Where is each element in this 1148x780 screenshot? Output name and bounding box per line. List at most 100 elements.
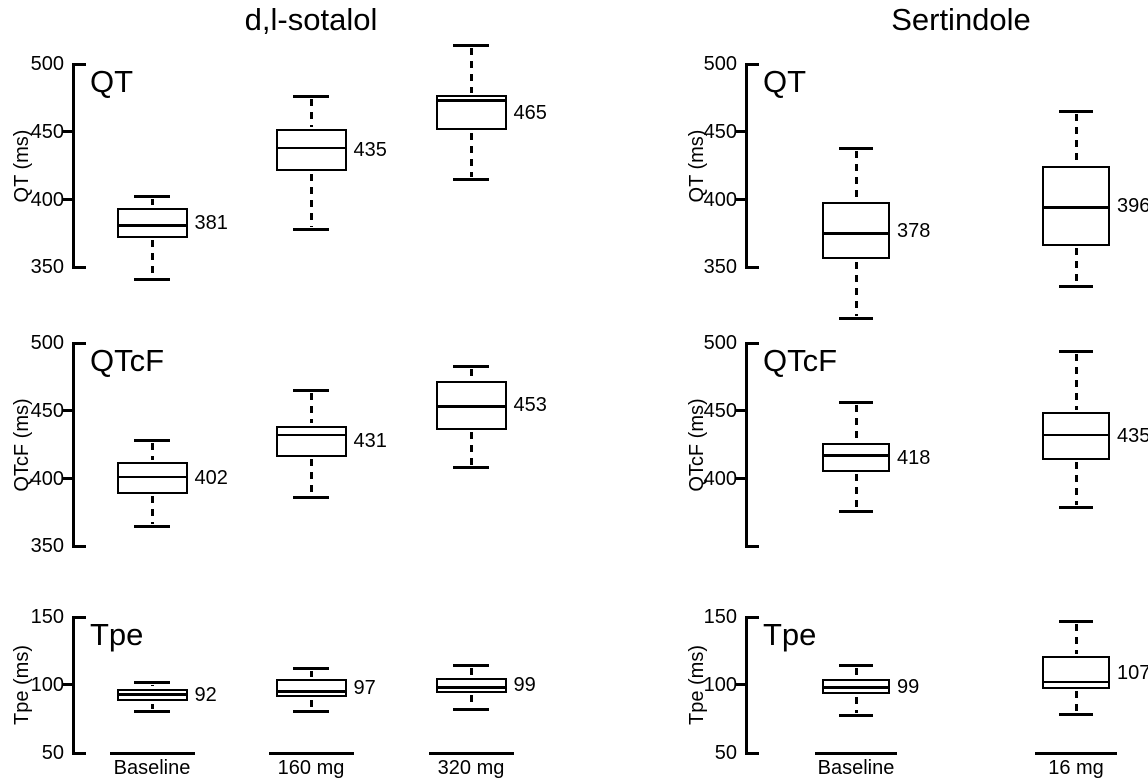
whisker-cap-upper (293, 388, 329, 392)
median-value-label: 465 (513, 101, 547, 124)
whisker-cap-lower (453, 466, 489, 470)
median-value-label: 435 (1117, 424, 1148, 447)
median-line (116, 224, 188, 227)
whisker-lower (1074, 691, 1078, 713)
whisker-cap-upper (134, 195, 170, 199)
box (116, 207, 188, 238)
median-value-label: 435 (353, 139, 387, 162)
box (435, 380, 507, 430)
whisker-cap-upper (453, 43, 489, 47)
whisker-upper (469, 368, 473, 379)
whisker-lower (150, 496, 154, 524)
whisker-lower (150, 703, 154, 710)
y-axis-tick-label: 500 (30, 332, 64, 354)
whisker-upper (309, 392, 313, 424)
y-axis-tick (736, 409, 746, 413)
whisker-upper (150, 443, 154, 460)
y-axis-tick-label: 500 (703, 53, 737, 75)
panel-label: Tpe (763, 617, 817, 652)
whisker-lower (854, 261, 858, 317)
whisker-cap-lower (839, 317, 873, 321)
y-axis-tick-label: 350 (703, 256, 737, 279)
whisker-lower (150, 240, 154, 278)
y-axis-tick (63, 477, 73, 481)
whisker-upper (1074, 113, 1078, 164)
whisker-lower (1074, 462, 1078, 505)
whisker-lower (469, 695, 473, 707)
y-axis-label: Tpe (ms) (11, 645, 33, 725)
whisker-cap-lower (134, 278, 170, 282)
y-axis-tick-label: 50 (41, 741, 64, 764)
y-axis-end-cap (745, 266, 759, 270)
median-line (275, 690, 347, 693)
whisker-upper (469, 668, 473, 676)
whisker-cap-lower (293, 496, 329, 500)
y-axis-tick (736, 477, 746, 481)
whisker-cap-upper (839, 401, 873, 405)
whisker-upper (854, 668, 858, 677)
whisker-upper (854, 150, 858, 200)
y-axis-tick-label: 400 (703, 467, 737, 490)
y-axis-end-cap (72, 545, 86, 549)
panel-label: Tpe (90, 617, 144, 652)
category-label: Baseline (817, 757, 895, 779)
whisker-cap-lower (134, 710, 170, 714)
whisker-cap-lower (293, 227, 329, 231)
whisker-cap-upper (134, 680, 170, 684)
category-axis-line (428, 752, 514, 755)
column-title-sertindole: Sertindole (891, 2, 1031, 37)
y-axis-tick-label: 150 (30, 606, 64, 628)
category-axis-line (815, 752, 897, 755)
whisker-cap-upper (453, 664, 489, 668)
y-axis-end-cap (72, 342, 86, 345)
median-value-label: 396 (1117, 194, 1148, 217)
whisker-lower (469, 132, 473, 177)
y-axis-tick (736, 130, 746, 134)
whisker-cap-upper (1059, 619, 1093, 623)
median-line (1042, 206, 1110, 209)
y-axis-tick (63, 130, 73, 134)
median-value-label: 99 (513, 674, 536, 697)
category-axis-line (1035, 752, 1117, 755)
y-axis-tick-label: 400 (30, 188, 64, 211)
y-axis-tick-label: 450 (30, 120, 64, 143)
median-line (116, 693, 188, 696)
y-axis-end-cap (72, 63, 86, 66)
median-line (275, 433, 347, 437)
whisker-cap-upper (1059, 109, 1093, 113)
y-axis-tick-label: 500 (703, 332, 737, 354)
whisker-lower (1074, 248, 1078, 284)
median-line (435, 405, 507, 408)
column-title-sotalol: d,l-sotalol (244, 2, 378, 37)
box (435, 678, 507, 693)
y-axis-end-cap (72, 751, 86, 755)
y-axis-line (72, 616, 75, 755)
box (275, 679, 347, 697)
y-axis-tick (63, 683, 73, 687)
y-axis-tick-label: 450 (703, 399, 737, 422)
whisker-cap-lower (453, 177, 489, 181)
category-label: 16 mg (1048, 757, 1104, 779)
median-value-label: 402 (194, 466, 228, 489)
whisker-upper (309, 671, 313, 677)
y-axis-tick-label: 100 (30, 673, 64, 696)
whisker-upper (469, 47, 473, 93)
whisker-cap-lower (1059, 713, 1093, 717)
y-axis-label: Tpe (ms) (686, 645, 708, 725)
panel-label: QTcF (90, 343, 165, 378)
y-axis-end-cap (745, 342, 759, 345)
y-axis-label: QT (ms) (686, 129, 708, 203)
median-value-label: 99 (897, 675, 920, 698)
box (1042, 165, 1110, 246)
median-line (275, 146, 347, 150)
y-axis-end-cap (745, 616, 759, 619)
y-axis-end-cap (72, 266, 86, 270)
y-axis-label: QT (ms) (11, 129, 33, 203)
median-line (822, 454, 890, 457)
y-axis-tick (63, 198, 73, 202)
median-line (116, 475, 188, 479)
whisker-cap-upper (839, 664, 873, 668)
median-value-label: 381 (194, 211, 228, 234)
whisker-upper (309, 99, 313, 127)
whisker-upper (854, 405, 858, 441)
